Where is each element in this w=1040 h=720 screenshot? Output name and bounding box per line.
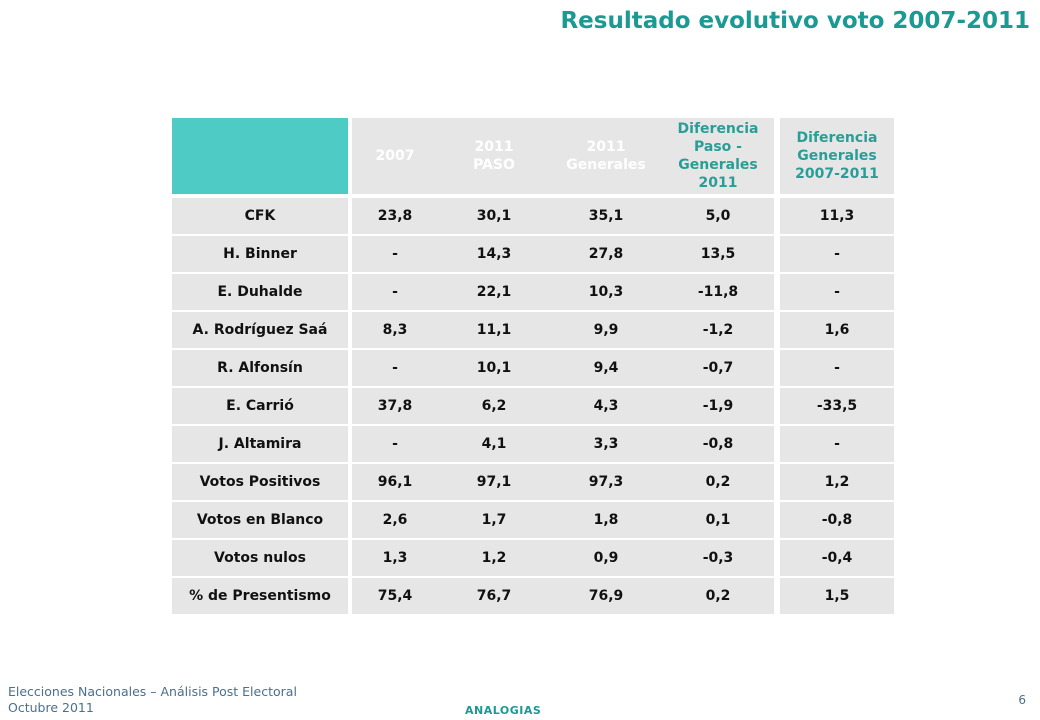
footer-text: Elecciones Nacionales – Análisis Post El… xyxy=(8,684,297,716)
cell-2011-paso: 1,7 xyxy=(438,502,550,540)
table-header-row: 2007 2011 PASO 2011 Generales Diferencia… xyxy=(172,118,894,198)
cell-diferencia-generales: - xyxy=(774,350,894,388)
page-number: 6 xyxy=(1018,693,1026,707)
cell-2011-paso: 1,2 xyxy=(438,540,550,578)
cell-2011-paso: 10,1 xyxy=(438,350,550,388)
cell-diferencia-paso-generales: 13,5 xyxy=(662,236,774,274)
cell-diferencia-paso-generales: -11,8 xyxy=(662,274,774,312)
cell-diferencia-generales: 1,5 xyxy=(774,578,894,616)
cell-2007: 1,3 xyxy=(348,540,438,578)
header-2011-paso: 2011 PASO xyxy=(438,118,550,198)
table-row: A. Rodríguez Saá 8,3 11,1 9,9 -1,2 1,6 xyxy=(172,312,894,350)
table-row: Votos en Blanco 2,6 1,7 1,8 0,1 -0,8 xyxy=(172,502,894,540)
cell-2007: - xyxy=(348,236,438,274)
cell-2011-generales: 27,8 xyxy=(550,236,662,274)
cell-2007: - xyxy=(348,274,438,312)
row-label: Votos Positivos xyxy=(172,464,348,502)
cell-2011-generales: 0,9 xyxy=(550,540,662,578)
cell-2011-generales: 97,3 xyxy=(550,464,662,502)
results-table: 2007 2011 PASO 2011 Generales Diferencia… xyxy=(172,118,894,616)
page-title: Resultado evolutivo voto 2007-2011 xyxy=(560,8,1030,34)
cell-diferencia-paso-generales: -0,7 xyxy=(662,350,774,388)
cell-diferencia-generales: - xyxy=(774,236,894,274)
cell-diferencia-paso-generales: 5,0 xyxy=(662,198,774,236)
table-row: J. Altamira - 4,1 3,3 -0,8 - xyxy=(172,426,894,464)
header-2007: 2007 xyxy=(348,118,438,198)
cell-2011-generales: 9,4 xyxy=(550,350,662,388)
cell-diferencia-generales: 1,2 xyxy=(774,464,894,502)
row-label: H. Binner xyxy=(172,236,348,274)
cell-2011-generales: 4,3 xyxy=(550,388,662,426)
table-row: Votos nulos 1,3 1,2 0,9 -0,3 -0,4 xyxy=(172,540,894,578)
cell-2011-paso: 30,1 xyxy=(438,198,550,236)
cell-2011-paso: 4,1 xyxy=(438,426,550,464)
cell-diferencia-generales: -0,8 xyxy=(774,502,894,540)
cell-2011-paso: 11,1 xyxy=(438,312,550,350)
cell-diferencia-generales: 11,3 xyxy=(774,198,894,236)
cell-diferencia-paso-generales: -0,3 xyxy=(662,540,774,578)
table-row: H. Binner - 14,3 27,8 13,5 - xyxy=(172,236,894,274)
cell-diferencia-paso-generales: 0,1 xyxy=(662,502,774,540)
table-row: E. Carrió 37,8 6,2 4,3 -1,9 -33,5 xyxy=(172,388,894,426)
table-row: % de Presentismo 75,4 76,7 76,9 0,2 1,5 xyxy=(172,578,894,616)
cell-diferencia-generales: - xyxy=(774,426,894,464)
cell-diferencia-paso-generales: -0,8 xyxy=(662,426,774,464)
cell-diferencia-generales: 1,6 xyxy=(774,312,894,350)
cell-2011-generales: 10,3 xyxy=(550,274,662,312)
cell-2011-generales: 76,9 xyxy=(550,578,662,616)
cell-2011-generales: 35,1 xyxy=(550,198,662,236)
cell-2011-paso: 97,1 xyxy=(438,464,550,502)
header-diferencia-generales: Diferencia Generales 2007-2011 xyxy=(774,118,894,198)
cell-diferencia-paso-generales: 0,2 xyxy=(662,578,774,616)
footer-line-title: Elecciones Nacionales – Análisis Post El… xyxy=(8,684,297,699)
brand-logo: ANALOGIAS xyxy=(465,704,542,717)
cell-2007: 96,1 xyxy=(348,464,438,502)
cell-diferencia-paso-generales: -1,2 xyxy=(662,312,774,350)
cell-2011-generales: 3,3 xyxy=(550,426,662,464)
cell-2011-generales: 9,9 xyxy=(550,312,662,350)
cell-2007: 8,3 xyxy=(348,312,438,350)
cell-2007: - xyxy=(348,350,438,388)
row-label: E. Carrió xyxy=(172,388,348,426)
header-2011-generales: 2011 Generales xyxy=(550,118,662,198)
cell-diferencia-generales: - xyxy=(774,274,894,312)
cell-diferencia-generales: -33,5 xyxy=(774,388,894,426)
cell-diferencia-generales: -0,4 xyxy=(774,540,894,578)
cell-2007: 2,6 xyxy=(348,502,438,540)
row-label: CFK xyxy=(172,198,348,236)
cell-2011-paso: 76,7 xyxy=(438,578,550,616)
table-row: E. Duhalde - 22,1 10,3 -11,8 - xyxy=(172,274,894,312)
row-label: J. Altamira xyxy=(172,426,348,464)
cell-2007: 37,8 xyxy=(348,388,438,426)
cell-diferencia-paso-generales: 0,2 xyxy=(662,464,774,502)
table-row: R. Alfonsín - 10,1 9,4 -0,7 - xyxy=(172,350,894,388)
row-label: Votos nulos xyxy=(172,540,348,578)
row-label: E. Duhalde xyxy=(172,274,348,312)
cell-2007: 75,4 xyxy=(348,578,438,616)
table-row: CFK 23,8 30,1 35,1 5,0 11,3 xyxy=(172,198,894,236)
cell-diferencia-paso-generales: -1,9 xyxy=(662,388,774,426)
cell-2011-paso: 14,3 xyxy=(438,236,550,274)
cell-2011-paso: 6,2 xyxy=(438,388,550,426)
row-label: A. Rodríguez Saá xyxy=(172,312,348,350)
row-label: Votos en Blanco xyxy=(172,502,348,540)
header-diferencia-paso-generales: Diferencia Paso - Generales 2011 xyxy=(662,118,774,198)
cell-2007: 23,8 xyxy=(348,198,438,236)
table-row: Votos Positivos 96,1 97,1 97,3 0,2 1,2 xyxy=(172,464,894,502)
row-label: % de Presentismo xyxy=(172,578,348,616)
cell-2011-generales: 1,8 xyxy=(550,502,662,540)
header-corner-cell xyxy=(172,118,348,198)
cell-2011-paso: 22,1 xyxy=(438,274,550,312)
row-label: R. Alfonsín xyxy=(172,350,348,388)
footer-line-date: Octubre 2011 xyxy=(8,700,94,715)
cell-2007: - xyxy=(348,426,438,464)
